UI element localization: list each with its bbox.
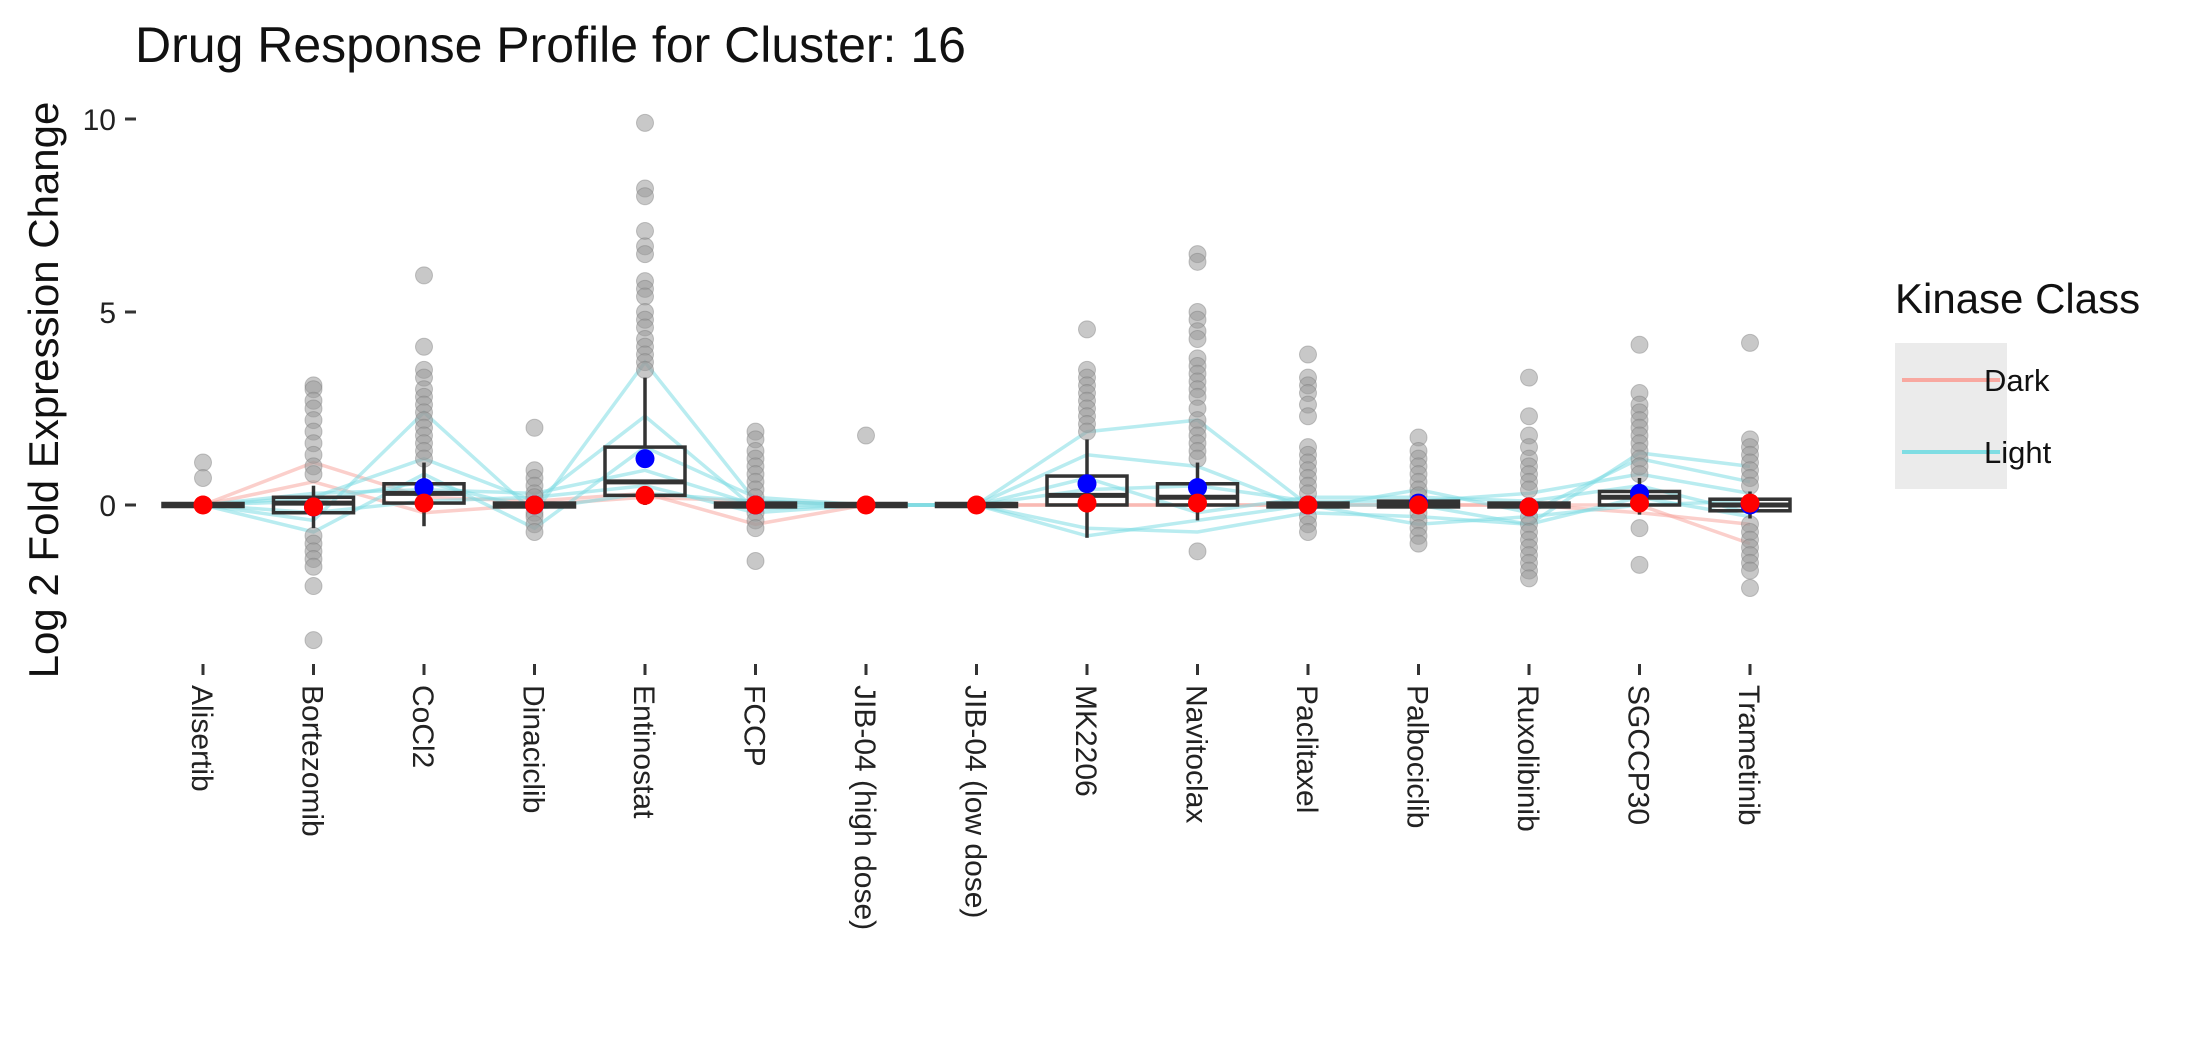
x-tick-label-11: Palbociclib <box>1401 685 1434 828</box>
outlier-point-1-9 <box>304 465 323 484</box>
mean-point-dark-12 <box>1519 497 1539 517</box>
mean-point-dark-4 <box>635 485 655 505</box>
outlier-point-1-16 <box>304 631 323 650</box>
mean-point-dark-2 <box>414 493 434 513</box>
outlier-point-14-0 <box>1741 333 1759 352</box>
mean-point-light-8 <box>1077 474 1097 494</box>
outlier-point-14-14 <box>1741 561 1759 580</box>
outlier-point-4-5 <box>636 245 654 264</box>
outlier-point-10-15 <box>1299 523 1317 542</box>
outlier-point-12-8 <box>1520 480 1538 499</box>
mean-point-dark-13 <box>1630 493 1649 513</box>
mean-point-dark-6 <box>856 495 876 515</box>
x-tick-label-3: Dinaciclib <box>517 685 550 813</box>
x-tick-label-5: FCCP <box>738 685 771 767</box>
x-tick-label-13: SGCCP30 <box>1622 685 1655 825</box>
x-tick-label-12: Ruxolibinib <box>1511 685 1544 832</box>
legend-key-background <box>1895 343 2007 489</box>
mean-point-dark-0 <box>193 495 213 515</box>
outlier-point-10-5 <box>1299 407 1317 426</box>
mean-point-dark-5 <box>746 495 765 515</box>
mean-point-dark-3 <box>525 495 544 515</box>
x-tick-label-8: MK2206 <box>1069 685 1102 797</box>
outlier-point-13-12 <box>1630 519 1649 538</box>
outlier-point-14-15 <box>1741 578 1759 597</box>
y-tick-label-0: 0 <box>99 490 116 523</box>
outlier-point-4-3 <box>636 221 654 240</box>
outlier-point-13-13 <box>1630 555 1649 574</box>
mean-point-dark-14 <box>1740 493 1760 513</box>
x-tick-label-9: Navitoclax <box>1180 685 1213 823</box>
mean-point-light-4 <box>635 449 655 469</box>
outlier-point-9-1 <box>1188 252 1207 271</box>
mean-point-dark-7 <box>967 495 986 515</box>
x-tick-label-10: Paclitaxel <box>1290 685 1323 813</box>
x-axis: Alisertib Bortezomib CoCl2 Dinaciclib Entino… <box>185 664 1765 930</box>
outlier-point-9-5 <box>1188 330 1207 349</box>
mean-point-dark-9 <box>1188 493 1207 513</box>
outlier-point-4-16 <box>636 360 654 379</box>
x-tick-label-6: JIB-04 (high dose) <box>848 685 881 930</box>
outlier-point-6-0 <box>857 426 875 445</box>
profile-lines <box>202 359 1751 546</box>
outlier-point-1-14 <box>304 557 323 576</box>
outlier-point-0-1 <box>194 468 212 487</box>
outlier-point-3-9 <box>525 523 544 542</box>
outlier-point-2-1 <box>415 337 433 356</box>
outlier-point-4-0 <box>636 113 654 132</box>
outlier-point-5-12 <box>746 551 765 570</box>
x-tick-label-1: Bortezomib <box>296 685 329 837</box>
y-axis: 0 5 10 <box>83 104 136 523</box>
outlier-point-13-0 <box>1630 335 1649 354</box>
mean-points <box>193 449 1760 517</box>
mean-point-light-9 <box>1188 478 1207 498</box>
mean-point-dark-10 <box>1298 495 1318 515</box>
outlier-point-10-0 <box>1299 345 1317 364</box>
outlier-point-5-11 <box>746 519 765 538</box>
x-tick-label-7: JIB-04 (low dose) <box>959 685 992 918</box>
x-tick-label-2: CoCl2 <box>406 685 439 768</box>
x-tick-label-14: Trametinib <box>1732 685 1765 826</box>
outlier-point-12-1 <box>1520 407 1538 426</box>
outlier-point-2-0 <box>415 266 433 285</box>
mean-point-dark-1 <box>304 497 323 517</box>
y-tick-label-5: 5 <box>99 297 116 330</box>
mean-point-dark-11 <box>1409 495 1428 515</box>
legend-label-dark: Dark <box>1984 363 2050 398</box>
outlier-point-3-0 <box>525 418 544 437</box>
x-tick-label-0: Alisertib <box>185 685 218 792</box>
outlier-point-12-17 <box>1520 569 1538 588</box>
chart-title: Drug Response Profile for Cluster: 16 <box>135 17 966 73</box>
mean-point-dark-8 <box>1077 493 1097 513</box>
y-tick-label-10: 10 <box>83 104 116 137</box>
outlier-points <box>194 113 1759 650</box>
outlier-point-9-19 <box>1188 542 1207 561</box>
legend-title: Kinase Class <box>1895 275 2140 322</box>
outlier-point-1-15 <box>304 577 323 596</box>
y-axis-title: Log 2 Fold Expression Change <box>20 102 67 679</box>
outlier-point-8-9 <box>1078 422 1096 441</box>
outlier-point-4-8 <box>636 287 654 306</box>
legend: Kinase Class Dark Light <box>1895 275 2140 489</box>
outlier-point-11-12 <box>1409 534 1428 553</box>
x-tick-label-4: Entinostat <box>627 685 660 819</box>
legend-label-light: Light <box>1984 435 2052 470</box>
outlier-point-8-0 <box>1078 320 1096 339</box>
mean-point-light-2 <box>414 478 434 498</box>
outlier-point-4-2 <box>636 187 654 206</box>
outlier-point-12-0 <box>1520 368 1538 387</box>
outlier-point-0-0 <box>194 453 212 472</box>
